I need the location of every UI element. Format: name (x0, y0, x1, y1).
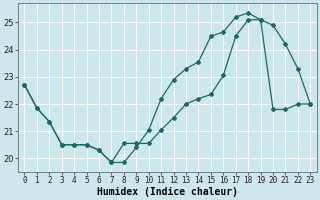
X-axis label: Humidex (Indice chaleur): Humidex (Indice chaleur) (97, 186, 238, 197)
